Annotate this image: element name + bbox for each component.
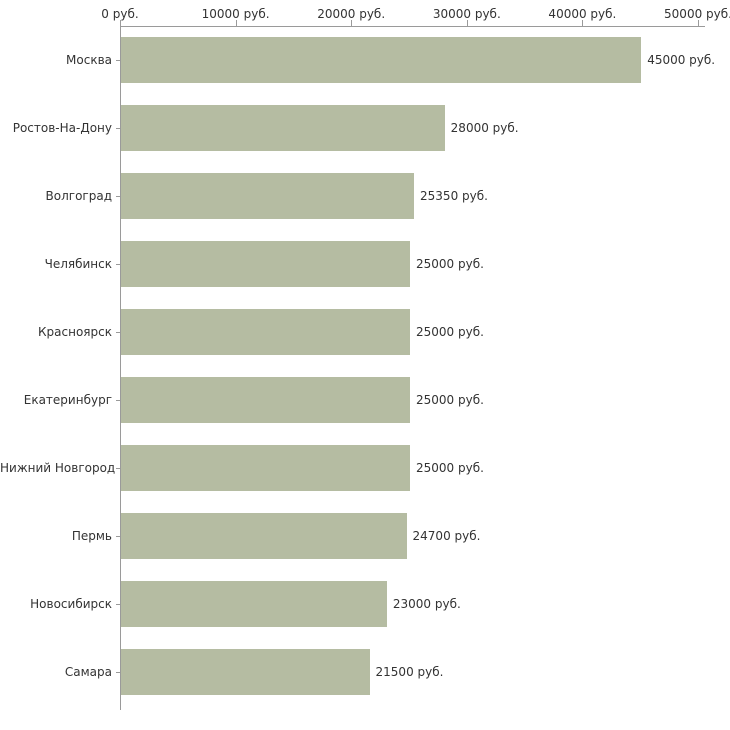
value-label: 28000 руб. (450, 121, 519, 135)
category-tick (116, 399, 120, 401)
bar (121, 105, 445, 151)
value-label: 25000 руб. (416, 393, 484, 407)
value-label: 24700 руб. (412, 529, 481, 543)
category-tick (116, 195, 120, 197)
bar-row: Челябинск 25000 руб. (0, 230, 730, 298)
category-label: Москва (66, 53, 112, 67)
x-tick-label: 50000 руб. (664, 7, 730, 21)
bar (121, 377, 410, 423)
category-tick (116, 263, 120, 265)
category-tick (116, 671, 120, 673)
x-tick (466, 20, 468, 26)
bar-row: Самара 21500 руб. (0, 638, 730, 706)
bar (121, 581, 387, 627)
x-axis-line (120, 26, 705, 27)
bar (121, 309, 410, 355)
bar-row: Волгоград 25350 руб. (0, 162, 730, 230)
x-tick (351, 20, 353, 26)
category-tick (116, 535, 120, 537)
bar (121, 37, 642, 83)
x-tick (120, 20, 121, 26)
bar (121, 513, 407, 559)
category-label: Новосибирск (30, 597, 112, 611)
category-label: Пермь (71, 529, 112, 543)
category-label: Ростов-На-Дону (12, 121, 112, 135)
bar-row: Москва 45000 руб. (0, 26, 730, 94)
category-tick (116, 603, 120, 605)
bar-row: Ростов-На-Дону 28000 руб. (0, 94, 730, 162)
x-tick (582, 20, 584, 26)
category-label: Волгоград (45, 189, 112, 203)
y-axis-line (120, 26, 121, 710)
bar-row: Пермь 24700 руб. (0, 502, 730, 570)
value-label: 23000 руб. (392, 597, 461, 611)
bar (121, 173, 415, 219)
bar-row: Екатеринбург 25000 руб. (0, 366, 730, 434)
value-label: 45000 руб. (647, 53, 716, 67)
x-tick-label: 40000 руб. (548, 7, 617, 21)
bar-row: Красноярск 25000 руб. (0, 298, 730, 366)
x-tick-label: 10000 руб. (201, 7, 270, 21)
value-label: 25350 руб. (420, 189, 488, 203)
value-label: 25000 руб. (416, 461, 484, 475)
x-tick-label: 0 руб. (101, 7, 139, 21)
x-tick (698, 20, 699, 26)
category-label: Красноярск (38, 325, 112, 339)
category-label: Челябинск (44, 257, 112, 271)
value-label: 21500 руб. (375, 665, 444, 679)
bar (121, 241, 410, 287)
bar-row: Новосибирск 23000 руб. (0, 570, 730, 638)
x-tick-label: 30000 руб. (432, 7, 501, 21)
category-label: Самара (64, 665, 112, 679)
value-label: 25000 руб. (416, 325, 484, 339)
bar-rows: Москва 45000 руб. Ростов-На-Дону 28000 руб.… (0, 26, 730, 706)
x-tick-label: 20000 руб. (317, 7, 386, 21)
bar (121, 445, 410, 491)
category-tick (116, 331, 120, 333)
bar (121, 649, 370, 695)
category-label: Екатеринбург (23, 393, 112, 407)
category-tick (116, 127, 120, 129)
x-tick (235, 20, 237, 26)
value-label: 25000 руб. (416, 257, 484, 271)
category-tick (116, 59, 120, 61)
category-label: Нижний Новгород (0, 461, 116, 475)
category-tick (116, 467, 120, 469)
bar-row: Нижний Новгород 25000 руб. (0, 434, 730, 502)
